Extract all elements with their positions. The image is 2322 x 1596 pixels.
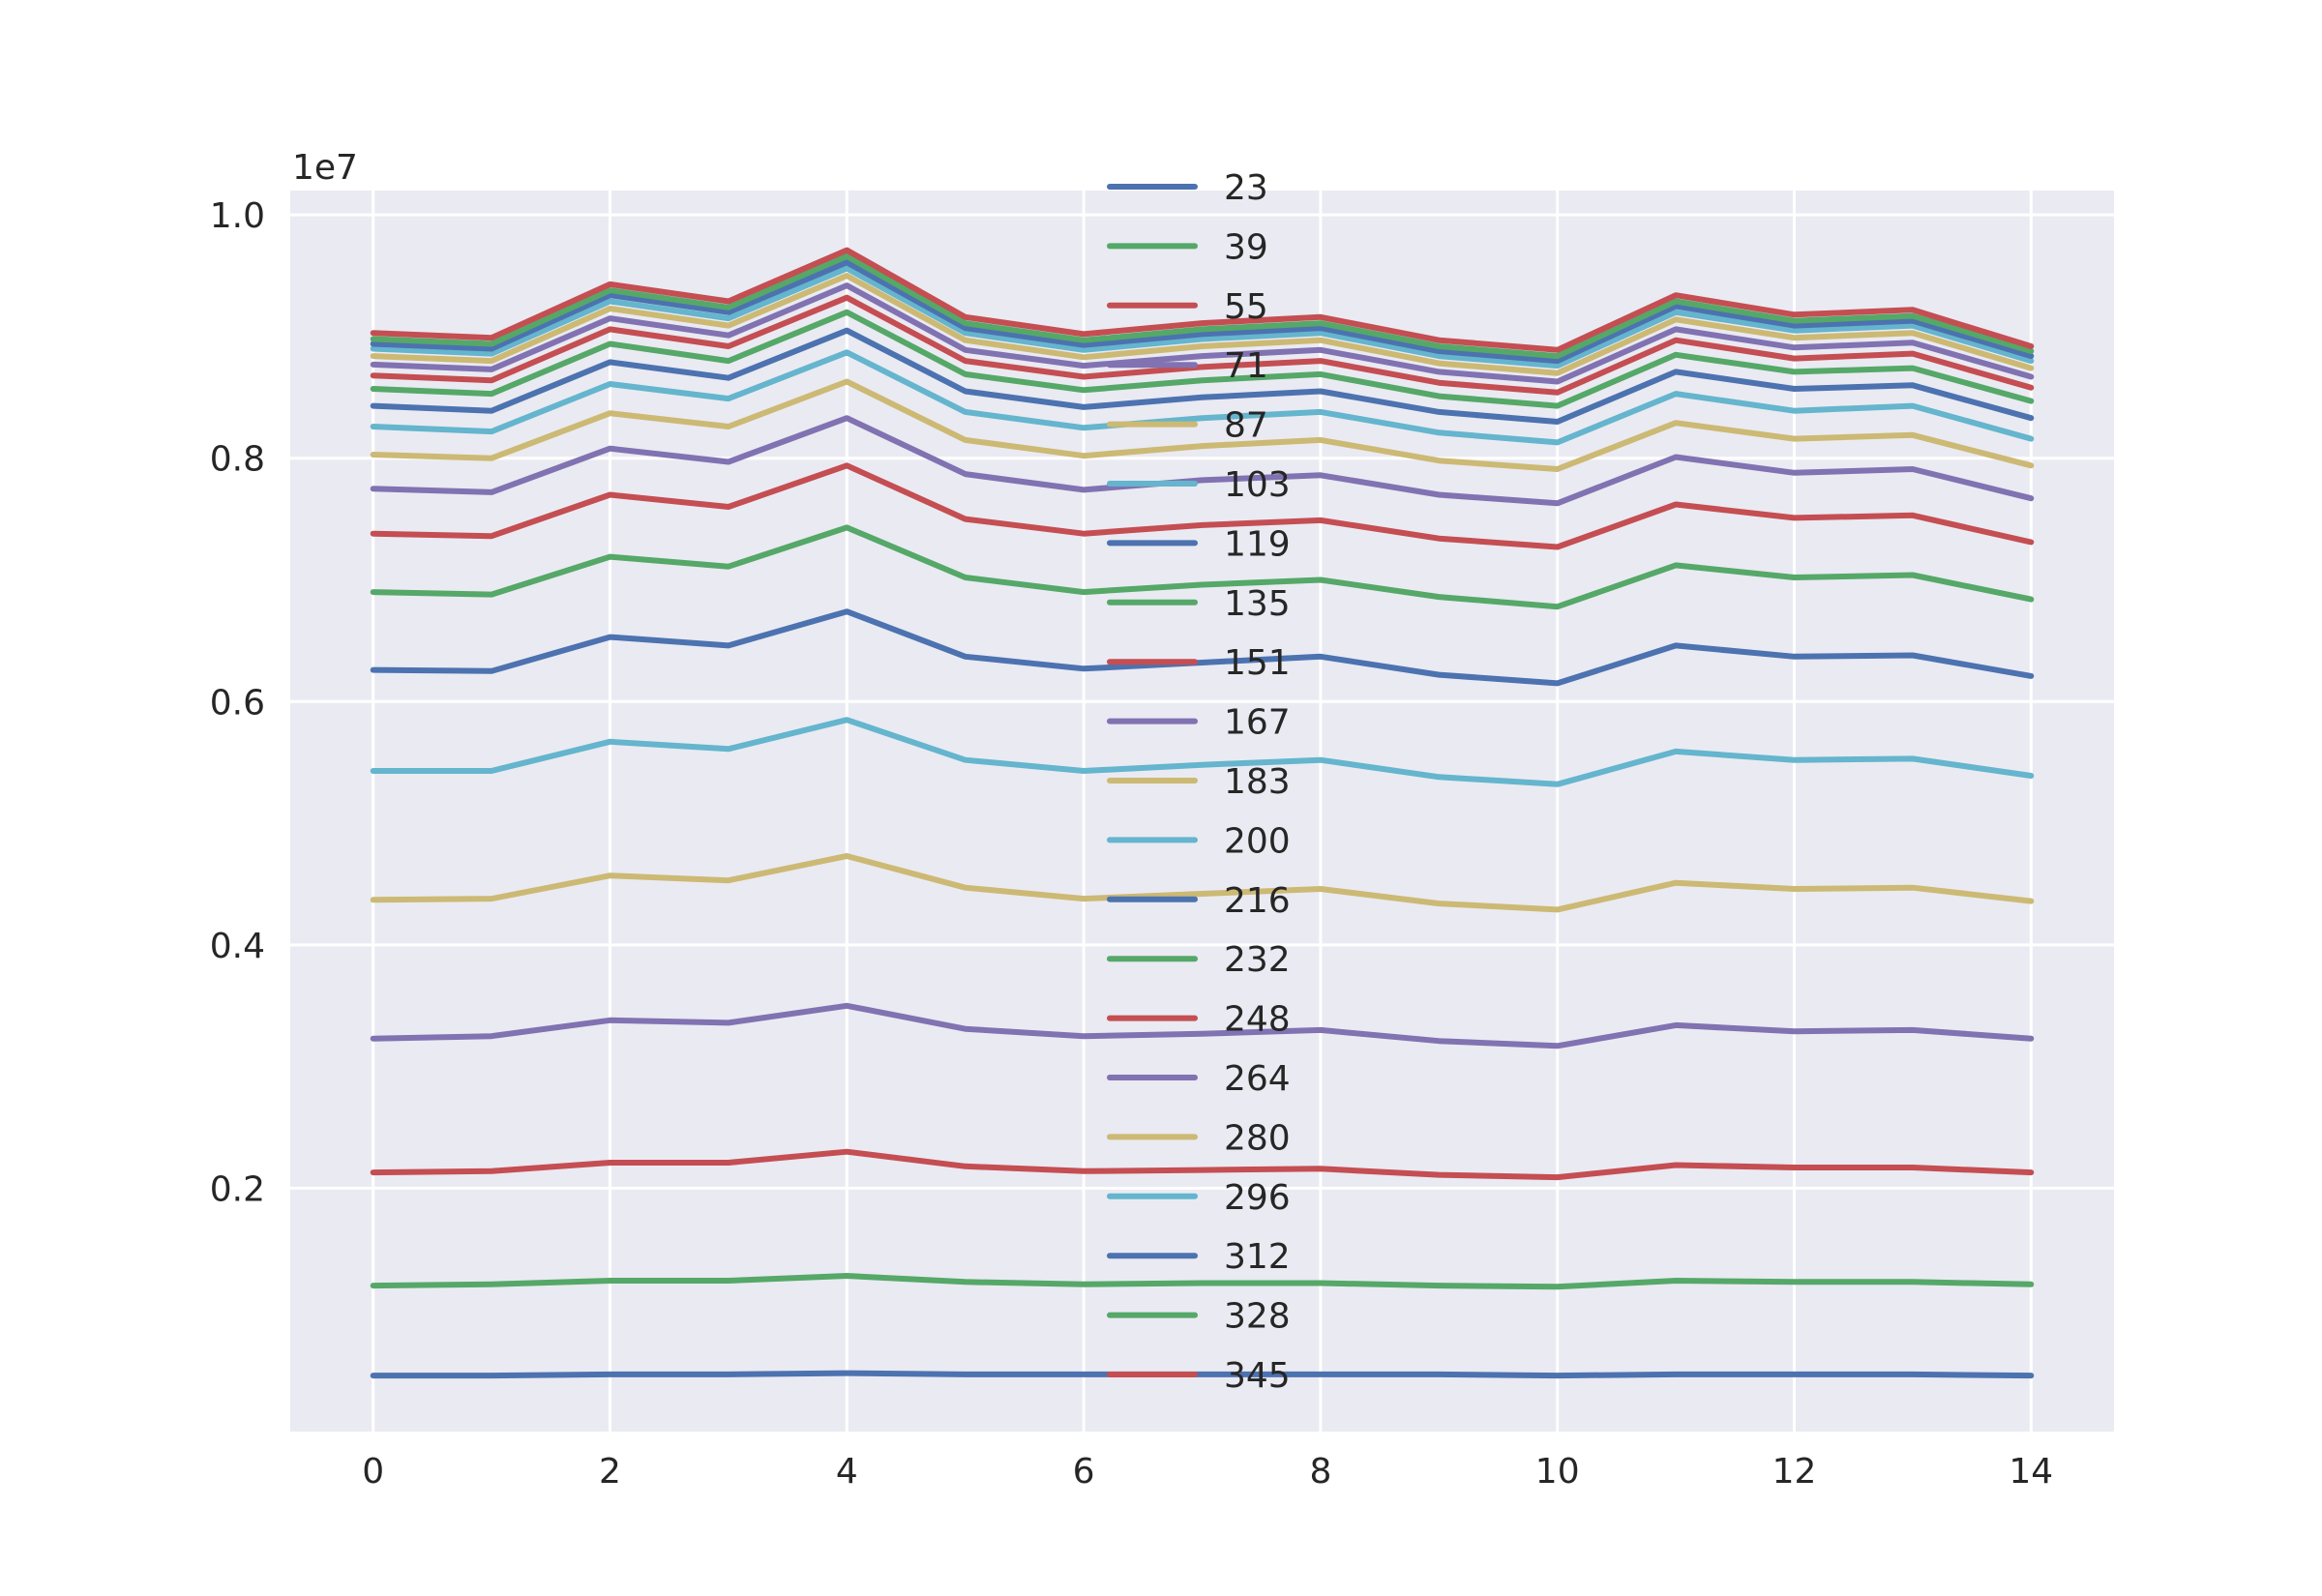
y-tick-label: 0.6	[210, 683, 265, 723]
legend-label-264: 264	[1224, 1059, 1291, 1099]
y-tick-label: 1.0	[210, 196, 265, 236]
legend: 23 39 55 71 87 103 119 135 151 167 183 200 216 232 248…	[1107, 168, 1291, 1396]
series-line-183	[370, 378, 2035, 472]
series-line-103	[370, 717, 2035, 787]
x-tick-label: 14	[2009, 1452, 2053, 1492]
x-tick-label: 12	[1772, 1452, 1817, 1492]
legend-label-280: 280	[1224, 1118, 1291, 1158]
series-line-216	[370, 327, 2035, 425]
series-line-87	[370, 853, 2035, 913]
legend-label-328: 328	[1224, 1297, 1291, 1337]
legend-label-23: 23	[1224, 168, 1268, 208]
series-line-151	[370, 462, 2035, 550]
series-line-328	[370, 252, 2035, 360]
legend-label-55: 55	[1224, 287, 1268, 327]
legend-label-183: 183	[1224, 762, 1291, 802]
legend-label-119: 119	[1224, 524, 1291, 564]
legend-label-312: 312	[1224, 1237, 1291, 1277]
series-line-23	[370, 1370, 2035, 1379]
legend-label-71: 71	[1224, 346, 1268, 386]
x-tick-label: 8	[1309, 1452, 1331, 1492]
series-line-312	[370, 259, 2035, 365]
y-axis-exponent-label: 1e7	[292, 148, 358, 188]
legend-label-248: 248	[1224, 1000, 1291, 1040]
y-axis-tick-labels: 0.2 0.4 0.6 0.8 1.0	[210, 196, 265, 1209]
series-line-296	[370, 265, 2035, 369]
series-line-232	[370, 309, 2035, 409]
x-tick-label: 0	[362, 1452, 384, 1492]
x-axis-tick-labels: 0 2 4 6 8 10 12 14	[362, 1452, 2053, 1492]
series-line-248	[370, 294, 2035, 396]
plot-background	[290, 191, 2114, 1432]
series-line-345	[370, 247, 2035, 353]
x-tick-label: 6	[1073, 1452, 1095, 1492]
x-tick-label: 2	[599, 1452, 621, 1492]
series-line-71	[370, 1002, 2035, 1049]
legend-label-232: 232	[1224, 940, 1291, 980]
series-line-119	[370, 608, 2035, 687]
legend-label-151: 151	[1224, 643, 1291, 683]
legend-label-216: 216	[1224, 881, 1291, 921]
y-tick-label: 0.8	[210, 440, 265, 480]
legend-label-200: 200	[1224, 821, 1291, 861]
legend-label-103: 103	[1224, 465, 1291, 505]
series-line-264	[370, 282, 2035, 385]
legend-label-345: 345	[1224, 1356, 1291, 1396]
y-tick-label: 0.4	[210, 927, 265, 966]
y-tick-label: 0.2	[210, 1169, 265, 1209]
series-line-167	[370, 415, 2035, 507]
legend-label-296: 296	[1224, 1178, 1291, 1218]
series-line-200	[370, 349, 2035, 446]
grid-lines	[290, 191, 2114, 1432]
x-tick-label: 4	[836, 1452, 858, 1492]
series-line-55	[370, 1148, 2035, 1181]
series-line-280	[370, 273, 2035, 376]
series-lines	[370, 247, 2035, 1379]
legend-label-135: 135	[1224, 584, 1291, 624]
legend-label-167: 167	[1224, 703, 1291, 743]
legend-label-87: 87	[1224, 406, 1268, 446]
series-line-39	[370, 1273, 2035, 1290]
series-line-135	[370, 524, 2035, 610]
x-tick-label: 10	[1535, 1452, 1580, 1492]
legend-label-39: 39	[1224, 227, 1268, 267]
